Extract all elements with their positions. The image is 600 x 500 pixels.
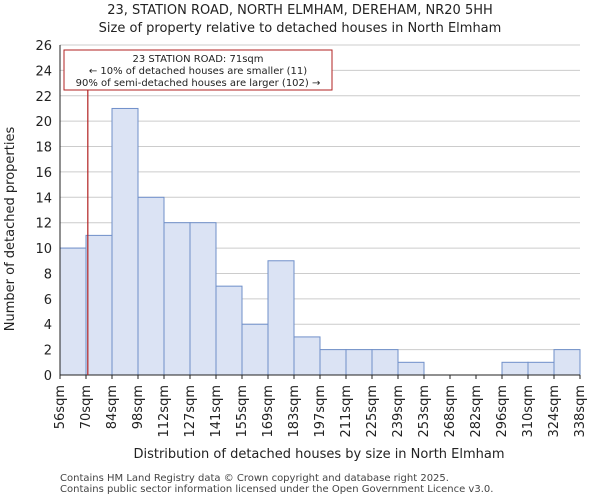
x-tick-label: 282sqm (469, 385, 484, 438)
y-tick-label: 24 (35, 64, 52, 79)
x-tick-label: 127sqm (183, 385, 198, 438)
annotation-box: 23 STATION ROAD: 71sqm ← 10% of detached… (63, 49, 333, 91)
y-tick-label: 6 (44, 293, 52, 308)
y-tick-label: 14 (35, 191, 52, 206)
x-tick-label: 239sqm (391, 385, 406, 438)
annotation-line-2: ← 10% of detached houses are smaller (11… (89, 66, 307, 77)
y-tick-label: 2 (44, 344, 52, 359)
x-tick-label: 310sqm (521, 385, 536, 438)
x-tick-label: 112sqm (157, 385, 172, 438)
y-tick-label: 26 (35, 39, 52, 54)
chart-subtitle: Size of property relative to detached ho… (99, 21, 502, 36)
bar (163, 222, 191, 376)
annotation-line-1: 23 STATION ROAD: 71sqm (133, 54, 264, 65)
bar (85, 234, 113, 376)
annotation-line-3: 90% of semi-detached houses are larger (… (76, 78, 321, 89)
x-tick-label: 253sqm (417, 385, 432, 438)
bar (111, 107, 139, 376)
x-tick-label: 141sqm (209, 385, 224, 438)
bar (293, 336, 321, 376)
x-tick-label: 70sqm (79, 385, 94, 429)
bars (59, 107, 581, 376)
y-axis-label: Number of detached properties (3, 127, 18, 332)
x-tick-label: 338sqm (573, 385, 588, 438)
y-tick-label: 22 (35, 90, 52, 105)
bar (553, 349, 581, 376)
bar (241, 323, 269, 376)
bar (397, 361, 425, 376)
x-tick-label: 183sqm (287, 385, 302, 438)
x-tick-label: 324sqm (547, 385, 562, 438)
annotation-frame (63, 49, 333, 91)
y-tick-label: 16 (35, 166, 52, 181)
x-tick-label: 225sqm (365, 385, 380, 438)
x-tick-label: 268sqm (443, 385, 458, 438)
x-tick-label: 169sqm (261, 385, 276, 438)
x-tick-label: 211sqm (339, 385, 354, 438)
bar (527, 361, 555, 376)
x-tick-label: 197sqm (313, 385, 328, 438)
y-tick-label: 4 (44, 318, 52, 333)
footer-licence: Contains public sector information licen… (60, 484, 494, 495)
bar (215, 285, 243, 376)
bar (371, 349, 399, 376)
x-tick-label: 296sqm (495, 385, 510, 438)
x-tick-label: 84sqm (105, 385, 120, 429)
y-tick-label: 10 (35, 242, 52, 257)
bar (137, 196, 165, 376)
bar (267, 260, 295, 376)
bar (319, 349, 347, 376)
y-tick-label: 18 (35, 141, 52, 156)
y-tick-label: 8 (44, 267, 52, 282)
y-tick-label: 0 (44, 369, 52, 384)
x-axis-label: Distribution of detached houses by size … (133, 447, 504, 462)
chart-title: 23, STATION ROAD, NORTH ELMHAM, DEREHAM,… (107, 3, 493, 18)
bar (189, 222, 217, 376)
bar (345, 349, 373, 376)
x-tick-label: 56sqm (53, 385, 68, 429)
x-tick-label: 98sqm (131, 385, 146, 429)
y-tick-label: 20 (35, 115, 52, 130)
bar (501, 361, 529, 376)
y-tick-label: 12 (35, 217, 52, 232)
x-tick-label: 155sqm (235, 385, 250, 438)
footer-copyright: Contains HM Land Registry data © Crown c… (60, 473, 449, 484)
bar (59, 247, 87, 376)
